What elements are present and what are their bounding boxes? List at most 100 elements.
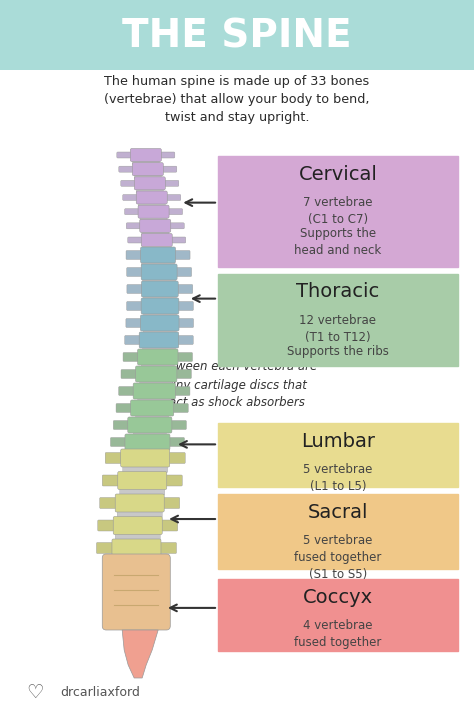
FancyBboxPatch shape [176,301,193,311]
FancyBboxPatch shape [138,397,171,402]
FancyBboxPatch shape [218,579,458,651]
FancyBboxPatch shape [119,166,135,172]
FancyBboxPatch shape [140,219,171,232]
FancyBboxPatch shape [126,319,143,328]
FancyBboxPatch shape [170,237,186,243]
FancyBboxPatch shape [142,230,169,235]
FancyBboxPatch shape [218,274,458,366]
FancyBboxPatch shape [141,264,177,280]
FancyBboxPatch shape [171,404,188,412]
Text: THE SPINE: THE SPINE [122,17,352,55]
FancyBboxPatch shape [137,188,164,193]
FancyBboxPatch shape [158,542,176,553]
Text: 7 vertebrae
(C1 to C7): 7 vertebrae (C1 to C7) [303,196,373,226]
Text: Lumbar: Lumbar [301,432,375,451]
FancyBboxPatch shape [115,534,160,540]
FancyBboxPatch shape [176,319,193,328]
Text: Sacral: Sacral [308,503,368,522]
FancyBboxPatch shape [137,349,178,365]
FancyBboxPatch shape [127,301,144,311]
FancyBboxPatch shape [175,353,192,361]
FancyBboxPatch shape [117,511,162,517]
FancyBboxPatch shape [123,466,168,472]
FancyBboxPatch shape [176,284,193,294]
Text: Cervical: Cervical [299,165,377,184]
FancyBboxPatch shape [174,267,191,277]
FancyBboxPatch shape [127,284,144,294]
FancyBboxPatch shape [126,223,142,229]
FancyBboxPatch shape [174,370,191,378]
FancyBboxPatch shape [118,387,136,395]
Text: drcarliaxford: drcarliaxford [60,685,140,698]
FancyBboxPatch shape [159,152,175,158]
FancyBboxPatch shape [142,261,174,266]
FancyBboxPatch shape [133,383,175,399]
FancyBboxPatch shape [118,471,167,489]
FancyBboxPatch shape [136,191,167,204]
FancyBboxPatch shape [218,156,458,267]
FancyBboxPatch shape [97,542,114,553]
FancyBboxPatch shape [141,281,178,297]
FancyBboxPatch shape [165,195,181,201]
FancyBboxPatch shape [167,452,185,464]
FancyBboxPatch shape [140,216,167,221]
FancyBboxPatch shape [115,494,164,512]
FancyBboxPatch shape [173,387,190,395]
FancyBboxPatch shape [136,366,177,382]
FancyBboxPatch shape [167,437,184,447]
FancyBboxPatch shape [134,177,165,190]
FancyBboxPatch shape [113,420,130,429]
Polygon shape [122,630,158,678]
FancyBboxPatch shape [141,298,179,314]
FancyBboxPatch shape [168,223,184,229]
FancyBboxPatch shape [134,173,161,178]
FancyBboxPatch shape [218,494,458,569]
FancyBboxPatch shape [141,363,174,368]
FancyBboxPatch shape [100,498,118,508]
FancyBboxPatch shape [126,250,143,260]
FancyBboxPatch shape [112,539,161,557]
FancyBboxPatch shape [113,516,162,535]
FancyBboxPatch shape [127,267,144,277]
FancyBboxPatch shape [160,520,178,531]
FancyBboxPatch shape [128,417,172,433]
Text: 5 vertebrae
fused together
(S1 to S5): 5 vertebrae fused together (S1 to S5) [294,534,382,581]
Text: Thoracic: Thoracic [296,282,380,301]
FancyBboxPatch shape [133,431,166,436]
Text: Coccyx: Coccyx [303,588,373,607]
FancyBboxPatch shape [218,423,458,487]
Text: 4 vertebrae
fused together: 4 vertebrae fused together [294,619,382,649]
FancyBboxPatch shape [176,336,193,345]
FancyBboxPatch shape [125,336,142,345]
Text: 5 vertebrae
(L1 to L5): 5 vertebrae (L1 to L5) [303,463,373,493]
FancyBboxPatch shape [136,414,169,419]
FancyBboxPatch shape [173,250,190,260]
FancyBboxPatch shape [130,400,174,416]
FancyBboxPatch shape [143,278,176,283]
FancyBboxPatch shape [138,205,169,218]
Text: Supports the
head and neck: Supports the head and neck [294,228,382,257]
FancyBboxPatch shape [166,208,182,215]
FancyBboxPatch shape [161,166,177,172]
FancyBboxPatch shape [143,329,176,334]
FancyBboxPatch shape [120,488,165,495]
Text: ♡: ♡ [26,683,44,702]
FancyBboxPatch shape [132,163,164,176]
FancyBboxPatch shape [164,475,182,486]
Text: Between each vertebra are
tiny cartilage discs that
act as shock absorbers: Between each vertebra are tiny cartilage… [156,360,318,410]
FancyBboxPatch shape [138,202,165,207]
FancyBboxPatch shape [98,520,116,531]
FancyBboxPatch shape [162,498,180,508]
FancyBboxPatch shape [169,420,186,429]
FancyBboxPatch shape [140,380,173,385]
FancyBboxPatch shape [130,149,161,161]
FancyBboxPatch shape [116,404,133,412]
FancyBboxPatch shape [102,475,120,486]
FancyBboxPatch shape [123,353,140,361]
FancyBboxPatch shape [121,181,137,186]
FancyBboxPatch shape [121,449,170,467]
FancyBboxPatch shape [163,181,179,186]
FancyBboxPatch shape [144,312,176,317]
Text: Supports the ribs: Supports the ribs [287,345,389,358]
FancyBboxPatch shape [143,295,176,300]
